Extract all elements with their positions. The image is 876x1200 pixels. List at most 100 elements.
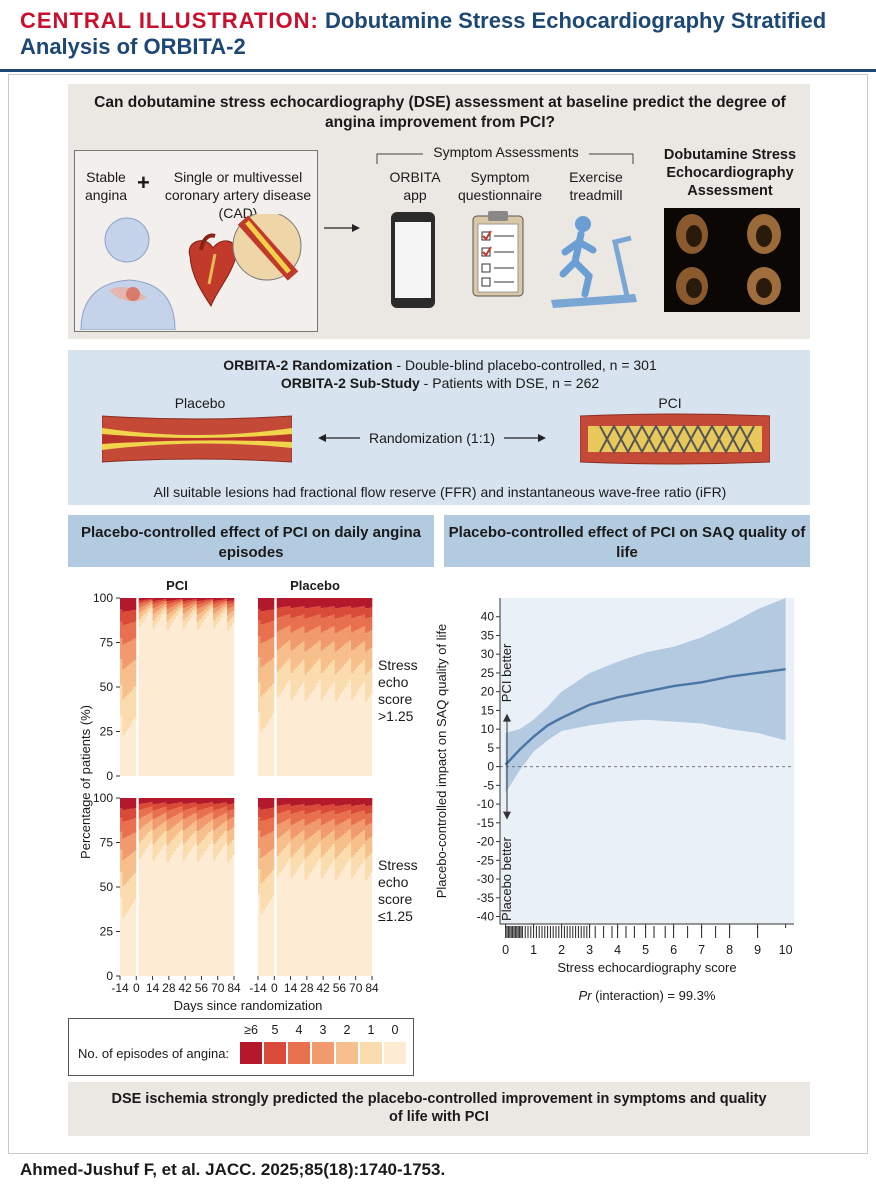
heatmap-cell: [283, 644, 287, 664]
heatmap-cell: [126, 694, 130, 728]
heatmap-cell: [360, 832, 363, 847]
heatmap-cell: [201, 827, 205, 841]
heatmap-cell: [227, 621, 230, 631]
heatmap-cell: [323, 798, 326, 806]
heatmap-cell: [129, 623, 132, 641]
heatmap-cell: [316, 627, 319, 643]
heatmap-cell: [258, 609, 261, 621]
heatmap-cell: [166, 614, 170, 622]
heatmap-cell: [353, 670, 357, 696]
heatmap-cell: [161, 599, 165, 602]
heatmap-cell: [187, 602, 191, 606]
heatmap-cell: [180, 600, 184, 602]
heatmap-cell: [185, 803, 188, 810]
heatmap-cell: [213, 608, 216, 614]
heatmap-cell: [210, 806, 214, 813]
heatmap-cell: [278, 630, 282, 648]
heatmap-cell: [297, 645, 301, 666]
heatmap-cell: [227, 798, 230, 805]
heatmap-cell: [285, 627, 289, 643]
heatmap-cell: [318, 598, 322, 607]
heatmap-cell: [351, 650, 354, 674]
heatmap-cell: [180, 802, 184, 807]
heatmap-cell: [262, 665, 266, 695]
heatmap-cell: [206, 802, 209, 808]
heatmap-cell: [260, 624, 263, 644]
heatmap-cell: [131, 610, 135, 623]
heatmap-cell: [178, 813, 181, 823]
heatmap-cell: [351, 618, 354, 633]
heatmap-cell: [290, 806, 294, 815]
heatmap-cell: [323, 805, 326, 814]
heatmap-cell: [362, 614, 366, 627]
heatmap-cell: [180, 820, 184, 830]
heatmap-cell: [271, 658, 275, 684]
heatmap-cell: [124, 837, 128, 859]
heatmap-cell: [297, 811, 301, 822]
heatmap-cell: [362, 798, 366, 805]
heatmap-cell: [143, 605, 146, 610]
heatmap-cell: [341, 616, 345, 630]
heatmap-cell: [271, 831, 275, 849]
placebo-vessel-icon: [102, 415, 292, 463]
heatmap-cell: [161, 802, 165, 808]
heatmap-cell: [196, 608, 200, 615]
heatmap-cell: [206, 798, 209, 803]
heatmap-cell: [159, 824, 163, 837]
heatmap-cell: [346, 798, 350, 805]
heatmap-cell: [258, 657, 261, 683]
heatmap-cell: [362, 659, 366, 682]
heatmap-cell: [126, 642, 130, 666]
heatmap-cell: [229, 603, 232, 608]
heatmap-cell: [290, 798, 294, 807]
heatmap-cell: [292, 798, 296, 806]
heatmap-cell: [143, 803, 146, 809]
heatmap-cell: [330, 598, 333, 607]
heatmap-cell: [295, 812, 298, 823]
heatmap-cell: [157, 600, 160, 603]
legend-label: 0: [392, 1023, 399, 1037]
heatmap-cell: [355, 598, 359, 608]
heatmap-cell: [168, 810, 172, 819]
heatmap-cell: [129, 819, 132, 835]
heatmap-cell: [187, 809, 191, 817]
heatmap-cell: [264, 640, 268, 664]
heatmap-cell: [316, 831, 319, 846]
heatmap-cell: [208, 807, 212, 814]
heatmap-cell: [264, 623, 268, 641]
heart-icon: [188, 233, 238, 308]
heatmap-cell: [327, 607, 331, 617]
heatmap-cell: [348, 818, 352, 830]
heatmap-cell: [358, 849, 361, 868]
heatmap-panel: [258, 598, 373, 776]
heatmap-cell: [285, 804, 289, 811]
heatmap-cell: [220, 824, 223, 837]
heatmap-cell: [316, 615, 319, 628]
heatmap-cell: [302, 598, 305, 607]
heatmap-cell: [152, 608, 156, 614]
heatmap-cell: [341, 805, 345, 813]
heatmap-cell: [258, 807, 261, 818]
heatmap-cell: [341, 835, 345, 851]
heatmap-cell: [330, 662, 333, 686]
x-tick-label: 3: [586, 943, 593, 957]
heatmap-cell: [206, 599, 209, 602]
heatmap-cell: [360, 811, 363, 821]
heatmap-cell: [325, 598, 329, 608]
heatmap-cell: [120, 798, 123, 808]
heatmap-cell: [358, 616, 361, 629]
heatmap-cell: [124, 696, 128, 732]
heatmap-cell: [192, 798, 195, 803]
heatmap-cell: [140, 817, 144, 828]
heatmap-cell: [171, 827, 174, 841]
heatmap-cell: [288, 658, 291, 680]
heatmap-cell: [316, 642, 319, 662]
heatmap-cell: [231, 827, 235, 841]
heatmap-cell: [330, 643, 333, 663]
heatmap-cell: [173, 816, 177, 826]
heatmap-cell: [299, 606, 303, 616]
heatmap-cell: [281, 666, 284, 691]
heatmap-cell: [217, 803, 221, 810]
heatmap-cell: [348, 804, 352, 811]
heatmap-cell: [351, 839, 354, 858]
